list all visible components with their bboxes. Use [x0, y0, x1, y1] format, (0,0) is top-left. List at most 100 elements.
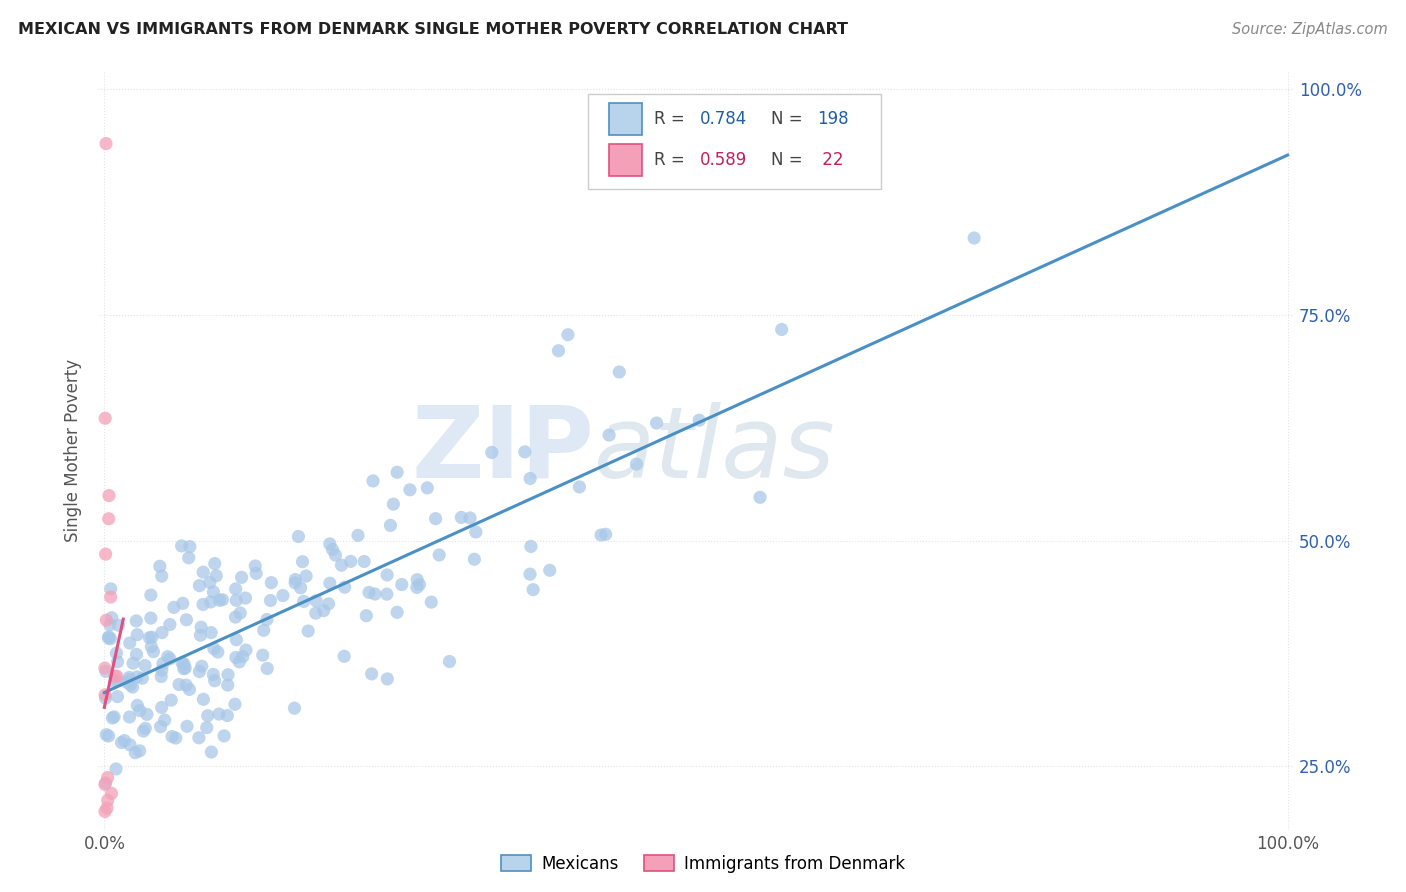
Mexicans [519, 567, 541, 582]
Text: Source: ZipAtlas.com: Source: ZipAtlas.com [1232, 22, 1388, 37]
Mexicans [127, 698, 149, 713]
Text: 22: 22 [817, 151, 844, 169]
Mexicans [177, 550, 200, 565]
Mexicans [122, 657, 145, 671]
Mexicans [519, 471, 541, 485]
Mexicans [179, 682, 201, 697]
Mexicans [128, 704, 150, 718]
Mexicans [312, 604, 335, 618]
Mexicans [305, 594, 328, 608]
Mexicans [284, 575, 307, 590]
Immigrants from Denmark [98, 489, 121, 503]
Mexicans [187, 731, 209, 745]
Immigrants from Denmark [94, 840, 117, 855]
Mexicans [353, 554, 375, 568]
Legend: Mexicans, Immigrants from Denmark: Mexicans, Immigrants from Denmark [495, 848, 911, 880]
Text: ZIP: ZIP [412, 402, 595, 499]
Text: R =: R = [654, 110, 690, 128]
Immigrants from Denmark [96, 613, 118, 627]
Mexicans [132, 724, 155, 739]
Mexicans [520, 540, 543, 554]
Mexicans [200, 595, 222, 609]
Mexicans [152, 657, 174, 671]
Mexicans [458, 511, 481, 525]
Mexicans [305, 606, 328, 620]
Mexicans [427, 548, 450, 562]
Mexicans [94, 776, 117, 790]
Mexicans [142, 644, 165, 658]
Immigrants from Denmark [94, 877, 117, 891]
Mexicans [292, 594, 315, 608]
Mexicans [347, 528, 370, 542]
Mexicans [195, 721, 218, 735]
Mexicans [127, 628, 149, 642]
Mexicans [107, 655, 129, 669]
Immigrants from Denmark [97, 793, 120, 807]
Mexicans [217, 708, 239, 723]
Mexicans [287, 529, 309, 543]
Mexicans [231, 570, 253, 584]
Immigrants from Denmark [105, 669, 128, 683]
Mexicans [253, 624, 276, 638]
Mexicans [94, 665, 117, 679]
Immigrants from Denmark [100, 787, 122, 801]
Bar [609, 103, 643, 135]
Mexicans [96, 728, 118, 742]
Mexicans [598, 428, 620, 442]
Immigrants from Denmark [94, 805, 117, 819]
Mexicans [165, 731, 187, 745]
Mexicans [963, 231, 986, 245]
Mexicans [375, 568, 398, 582]
Mexicans [115, 675, 138, 690]
Mexicans [330, 558, 353, 573]
Mexicans [232, 649, 254, 664]
Mexicans [382, 497, 405, 511]
Mexicans [385, 465, 408, 479]
Mexicans [124, 746, 146, 760]
Mexicans [256, 661, 278, 675]
Immigrants from Denmark [96, 801, 118, 815]
Mexicans [688, 413, 710, 427]
Mexicans [235, 643, 257, 657]
Mexicans [408, 577, 430, 591]
Mexicans [607, 365, 630, 379]
Mexicans [167, 677, 190, 691]
Mexicans [176, 613, 198, 627]
Immigrants from Denmark [94, 411, 117, 425]
Mexicans [229, 606, 252, 620]
Mexicans [297, 624, 319, 638]
Mexicans [103, 710, 125, 724]
Mexicans [212, 729, 235, 743]
Mexicans [141, 640, 163, 654]
Mexicans [207, 645, 229, 659]
Mexicans [225, 582, 247, 596]
Mexicans [163, 600, 186, 615]
Mexicans [770, 322, 793, 336]
Mexicans [385, 605, 408, 619]
Mexicans [319, 576, 342, 591]
FancyBboxPatch shape [589, 95, 882, 189]
Mexicans [217, 667, 239, 681]
Mexicans [107, 690, 129, 704]
Text: 0.589: 0.589 [700, 151, 747, 169]
Mexicans [375, 587, 398, 601]
Mexicans [463, 552, 485, 566]
Mexicans [547, 343, 569, 358]
Immigrants from Denmark [94, 136, 117, 151]
Mexicans [333, 580, 356, 594]
Mexicans [245, 559, 267, 574]
Mexicans [538, 563, 561, 577]
Mexicans [100, 611, 122, 625]
Mexicans [190, 628, 212, 642]
Mexicans [325, 548, 347, 562]
Mexicans [112, 733, 135, 747]
Mexicans [321, 542, 343, 557]
Mexicans [356, 608, 378, 623]
Immigrants from Denmark [94, 688, 117, 702]
Mexicans [125, 670, 148, 684]
Mexicans [150, 625, 173, 640]
Mexicans [295, 569, 318, 583]
Mexicans [105, 762, 128, 776]
Mexicans [100, 632, 122, 646]
Mexicans [190, 620, 212, 634]
